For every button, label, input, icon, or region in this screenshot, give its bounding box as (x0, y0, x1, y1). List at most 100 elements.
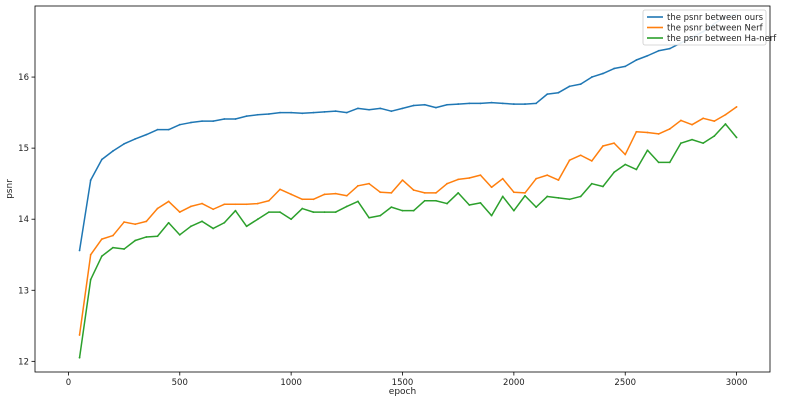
data-point (290, 218, 293, 221)
data-point (691, 123, 693, 126)
data-point (680, 142, 682, 145)
data-point (390, 110, 393, 113)
data-point (557, 196, 560, 199)
data-point (256, 202, 259, 205)
data-point (512, 209, 515, 212)
data-point (201, 202, 203, 205)
data-point (245, 203, 248, 206)
data-point (301, 112, 304, 115)
data-point (657, 49, 660, 52)
x-tick-label: 3000 (726, 378, 748, 388)
data-point (123, 221, 125, 223)
data-point (412, 104, 415, 107)
data-point (368, 108, 370, 111)
data-point (435, 192, 437, 194)
data-point (279, 211, 281, 213)
data-point (290, 111, 293, 114)
data-point (167, 128, 170, 131)
data-point (590, 160, 593, 162)
legend-label: the psnr between ours (667, 13, 764, 23)
data-point (568, 198, 571, 201)
y-tick-label: 14 (18, 215, 29, 225)
data-point (624, 163, 627, 166)
legend-item: the psnr between Nerf (647, 24, 764, 34)
data-point (156, 128, 159, 131)
data-point (390, 206, 393, 209)
data-point (579, 154, 582, 157)
data-point (635, 130, 638, 133)
data-point (178, 233, 181, 236)
data-point (468, 177, 471, 179)
x-tick-label: 2000 (503, 378, 525, 388)
data-point (134, 137, 137, 140)
data-point (100, 238, 103, 241)
data-point (646, 54, 649, 57)
data-point (223, 118, 226, 120)
data-point (435, 199, 437, 202)
data-point (735, 106, 738, 108)
data-point (234, 209, 237, 212)
data-point (312, 198, 315, 201)
data-point (89, 179, 92, 182)
data-point (646, 149, 649, 152)
data-point (512, 191, 515, 194)
legend-item: the psnr between ours (647, 13, 764, 23)
legend-box (642, 9, 767, 46)
data-point (479, 174, 482, 177)
data-point (312, 211, 315, 213)
data-point (279, 188, 281, 191)
data-point (401, 209, 404, 212)
series-lines (78, 13, 738, 359)
data-point (423, 199, 426, 202)
y-axis-label: psnr (5, 179, 15, 199)
data-point (624, 65, 627, 68)
data-point (267, 199, 270, 202)
data-point (668, 128, 671, 130)
data-point (279, 111, 281, 114)
data-point (390, 192, 393, 194)
data-point (345, 111, 348, 114)
data-point (78, 334, 81, 336)
data-point (490, 101, 493, 104)
data-point (323, 211, 326, 213)
data-point (546, 195, 549, 198)
series-0 (78, 13, 738, 252)
x-axis-label: epoch (389, 387, 416, 397)
data-point (267, 113, 270, 115)
data-point (345, 205, 348, 208)
data-point (535, 206, 538, 209)
data-point (535, 102, 538, 105)
data-point (602, 145, 604, 147)
data-point (568, 85, 571, 88)
data-point (468, 204, 471, 206)
data-point (323, 110, 326, 113)
data-point (724, 123, 727, 125)
data-point (301, 198, 304, 201)
data-point (557, 179, 560, 182)
data-point (290, 193, 293, 196)
data-point (190, 205, 192, 208)
data-point (379, 214, 382, 217)
y-tick-label: 12 (18, 357, 29, 367)
data-point (624, 153, 627, 156)
data-point (145, 236, 148, 238)
y-tick-label: 15 (18, 144, 29, 154)
data-point (401, 107, 404, 110)
y-axis-ticks: 12 13 14 15 16 (18, 73, 35, 367)
data-point (223, 221, 226, 224)
series-line (78, 13, 737, 251)
data-point (245, 115, 248, 118)
data-point (446, 202, 448, 205)
data-point (78, 249, 81, 252)
data-point (546, 174, 549, 177)
data-point (635, 168, 638, 171)
data-point (156, 207, 159, 210)
data-point (524, 194, 526, 197)
legend-label: the psnr between Ha-nerf (667, 34, 777, 44)
data-point (334, 211, 337, 213)
data-point (245, 225, 248, 228)
data-point (156, 235, 159, 238)
data-point (668, 47, 671, 50)
data-point (345, 194, 348, 197)
